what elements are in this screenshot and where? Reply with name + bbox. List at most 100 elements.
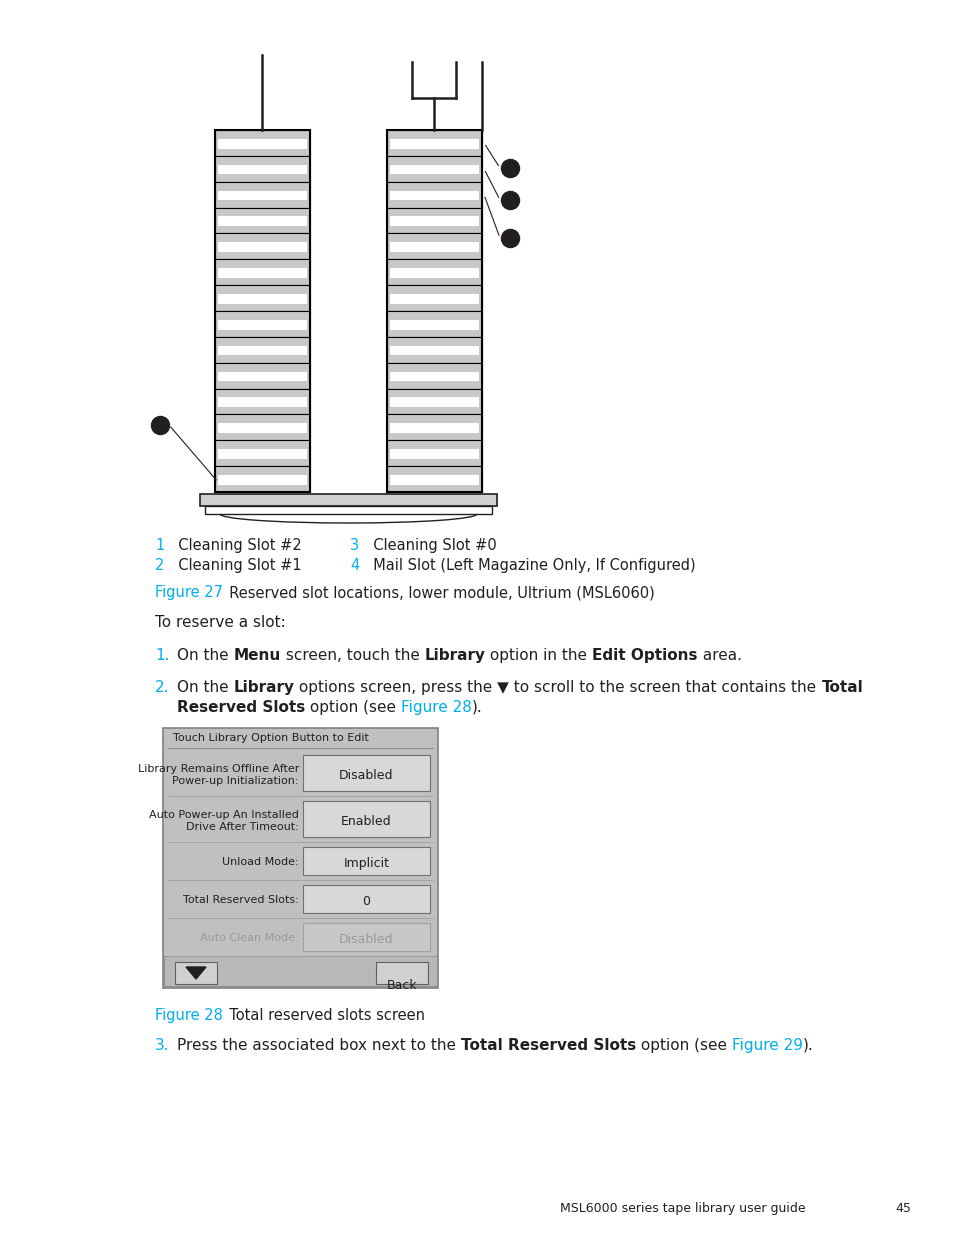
Text: Menu: Menu [233,648,280,663]
Bar [303,847,430,876]
Bar [303,885,430,913]
Bar [387,130,481,156]
Bar [214,130,310,156]
Text: Enabled: Enabled [341,815,392,827]
Text: Cleaning Slot #0: Cleaning Slot #0 [364,538,497,553]
Bar [387,259,481,285]
Text: Touch Library Option Button to Edit: Touch Library Option Button to Edit [172,734,369,743]
Text: On the: On the [177,648,233,663]
Bar [303,755,430,790]
Text: Press the associated box next to the: Press the associated box next to the [177,1037,460,1053]
Bar [218,164,307,174]
Text: Mail Slot (Left Magazine Only, If Configured): Mail Slot (Left Magazine Only, If Config… [364,558,695,573]
Text: Drive After Timeout:: Drive After Timeout: [186,823,298,832]
Text: Reserved slot locations, lower module, Ultrium (MSL6060): Reserved slot locations, lower module, U… [220,585,654,600]
Bar [218,294,307,304]
Text: option (see: option (see [636,1037,731,1053]
Bar [390,216,478,226]
Text: Total reserved slots screen: Total reserved slots screen [220,1008,424,1023]
Bar [387,389,481,415]
Bar [390,346,478,356]
Text: Total Reserved Slots: Total Reserved Slots [460,1037,636,1053]
Bar [390,372,478,382]
Bar [303,923,430,951]
Bar [387,415,481,441]
Text: Total Reserved Slots:: Total Reserved Slots: [183,895,298,905]
Bar [387,130,481,492]
Bar [214,130,310,492]
Bar [387,182,481,207]
Polygon shape [186,967,206,979]
Bar [214,259,310,285]
Bar [218,450,307,459]
Text: Figure 27: Figure 27 [154,585,223,600]
Bar [218,346,307,356]
Text: Edit Options: Edit Options [592,648,698,663]
Bar [214,207,310,233]
Text: Cleaning Slot #1: Cleaning Slot #1 [169,558,301,573]
Text: Back: Back [386,979,416,992]
Bar [200,494,497,506]
Bar [387,337,481,363]
Text: Disabled: Disabled [339,769,394,782]
Bar [387,466,481,492]
Text: 1: 1 [154,538,164,553]
Bar [218,216,307,226]
Bar [390,164,478,174]
Text: To reserve a slot:: To reserve a slot: [154,615,286,630]
Bar [390,268,478,278]
Bar [218,268,307,278]
Text: Library: Library [424,648,485,663]
Bar [214,466,310,492]
Bar [387,285,481,311]
Bar [387,311,481,337]
Text: 0: 0 [362,895,370,908]
Text: 1.: 1. [154,648,170,663]
Bar [214,311,310,337]
Bar [387,207,481,233]
Text: Disabled: Disabled [339,932,394,946]
Text: Total: Total [821,680,862,695]
Bar [390,424,478,433]
Text: 3: 3 [350,538,358,553]
Text: Implicit: Implicit [343,857,389,869]
Bar [390,138,478,148]
Bar [390,320,478,330]
Text: Cleaning Slot #2: Cleaning Slot #2 [169,538,301,553]
Bar [303,802,430,837]
Bar [218,190,307,200]
Bar [390,294,478,304]
Text: On the: On the [177,680,233,695]
Text: Figure 29: Figure 29 [731,1037,802,1053]
Text: 45: 45 [894,1202,910,1215]
Text: Unload Mode:: Unload Mode: [222,857,298,867]
Bar [214,415,310,441]
Bar [387,441,481,466]
Text: Power-up Initialization:: Power-up Initialization: [172,776,298,785]
Bar [390,398,478,408]
Bar [218,475,307,485]
Text: option (see: option (see [305,700,400,715]
Bar [214,389,310,415]
Text: 3.: 3. [154,1037,170,1053]
Text: Figure 28: Figure 28 [400,700,472,715]
Bar [390,450,478,459]
Bar [387,233,481,259]
Text: options screen, press the ▼ to scroll to the screen that contains the: options screen, press the ▼ to scroll to… [294,680,821,695]
Bar [163,727,437,988]
Bar [218,320,307,330]
Bar [218,138,307,148]
Bar [387,363,481,389]
Text: ).: ). [472,700,482,715]
Bar [205,506,492,514]
Bar [214,285,310,311]
Text: 4: 4 [350,558,359,573]
Bar [390,190,478,200]
Text: 2: 2 [154,558,164,573]
Text: Library Remains Offline After: Library Remains Offline After [137,764,298,774]
Bar [218,372,307,382]
Bar [387,156,481,182]
Bar [214,233,310,259]
Bar [174,962,216,984]
Bar [214,182,310,207]
